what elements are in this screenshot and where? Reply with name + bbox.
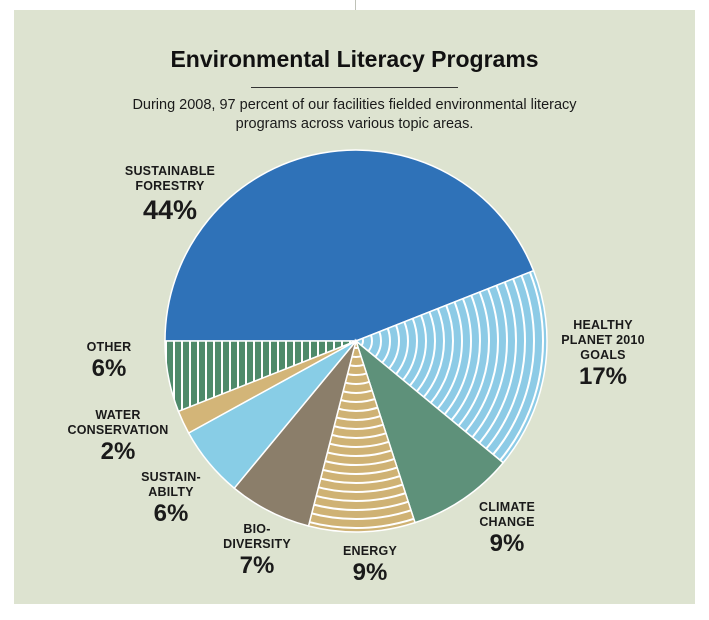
slice-percent: 9% bbox=[352, 559, 388, 586]
slice-energy bbox=[307, 338, 416, 533]
title-rule bbox=[251, 87, 458, 88]
slice-ring-pattern bbox=[356, 270, 544, 463]
slice-percent: 17% bbox=[578, 363, 628, 390]
slice-name: BIO- DIVERSITY bbox=[223, 522, 291, 551]
chart-title: Environmental Literacy Programs bbox=[170, 46, 539, 72]
slice-percent: 7% bbox=[239, 552, 275, 579]
slice-name: ENERGY bbox=[343, 544, 397, 558]
slice-percent: 6% bbox=[91, 355, 127, 382]
top-divider bbox=[355, 0, 356, 10]
slice-percent: 6% bbox=[153, 500, 189, 527]
label-energy: ENERGY 9% bbox=[330, 544, 410, 587]
label-other: OTHER 6% bbox=[74, 340, 144, 383]
slice-percent: 9% bbox=[489, 530, 525, 557]
slice-other bbox=[164, 340, 357, 413]
slice-percent: 44% bbox=[142, 195, 198, 225]
slice-name: WATER CONSERVATION bbox=[67, 408, 169, 437]
label-water-conservation: WATER CONSERVATION 2% bbox=[58, 408, 178, 466]
slice-name: HEALTHY PLANET 2010 GOALS bbox=[561, 318, 645, 362]
chart-subtitle: During 2008, 97 percent of our facilitie… bbox=[132, 97, 577, 132]
slice-name: OTHER bbox=[86, 340, 132, 354]
slice-climate-change bbox=[354, 338, 505, 524]
slice-name: SUSTAINABLE FORESTRY bbox=[124, 164, 216, 193]
slice-name: CLIMATE CHANGE bbox=[478, 500, 536, 529]
label-climate-change: CLIMATE CHANGE 9% bbox=[462, 500, 552, 558]
label-biodiversity: BIO- DIVERSITY 7% bbox=[207, 522, 307, 580]
slice-ring-pattern bbox=[308, 341, 416, 529]
slice-percent: 2% bbox=[100, 438, 136, 465]
slice-sustainable-forestry bbox=[164, 149, 535, 342]
slice-healthy-planet-2010-goals bbox=[354, 269, 548, 464]
label-sustainability: SUSTAIN- ABILTY 6% bbox=[123, 470, 219, 528]
label-sustainable-forestry: SUSTAINABLE FORESTRY 44% bbox=[105, 164, 235, 226]
slice-name: SUSTAIN- ABILTY bbox=[141, 470, 201, 499]
label-healthy-planet: HEALTHY PLANET 2010 GOALS 17% bbox=[548, 318, 658, 391]
